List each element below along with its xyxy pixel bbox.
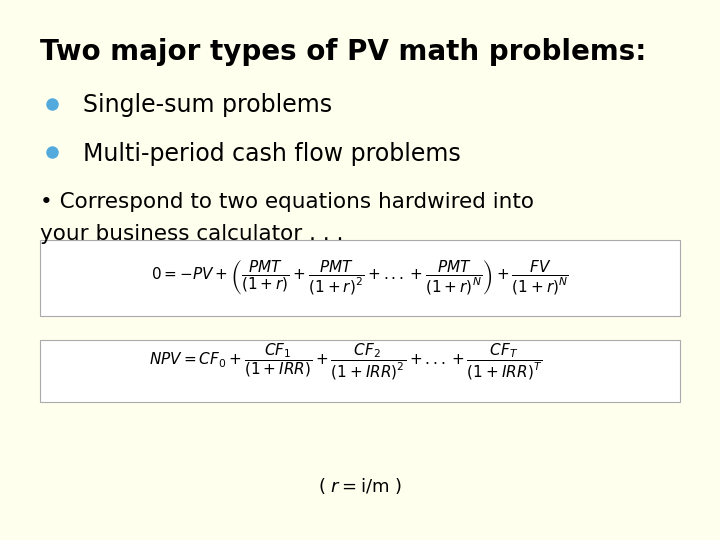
FancyBboxPatch shape [40,240,680,316]
FancyBboxPatch shape [40,340,680,402]
Text: your business calculator . . .: your business calculator . . . [40,224,343,244]
Text: Two major types of PV math problems:: Two major types of PV math problems: [40,38,646,66]
Text: $0 = \mathit{-PV} + \left( \dfrac{\mathit{PMT}}{\mathit{(1+r)}} + \dfrac{\mathit: $0 = \mathit{-PV} + \left( \dfrac{\mathi… [151,259,569,297]
Text: • Correspond to two equations hardwired into: • Correspond to two equations hardwired … [40,192,534,212]
Text: Multi-period cash flow problems: Multi-period cash flow problems [83,142,461,166]
Text: Single-sum problems: Single-sum problems [83,93,332,117]
Text: $( \ \mathit{r} = \mathrm{i} / \mathrm{m} \ )$: $( \ \mathit{r} = \mathrm{i} / \mathrm{m… [318,476,402,496]
Text: $\mathit{NPV} = \mathit{CF}_{\mathit{0}} + \dfrac{\mathit{CF}_{\mathit{1}}}{\mat: $\mathit{NPV} = \mathit{CF}_{\mathit{0}}… [149,342,542,382]
